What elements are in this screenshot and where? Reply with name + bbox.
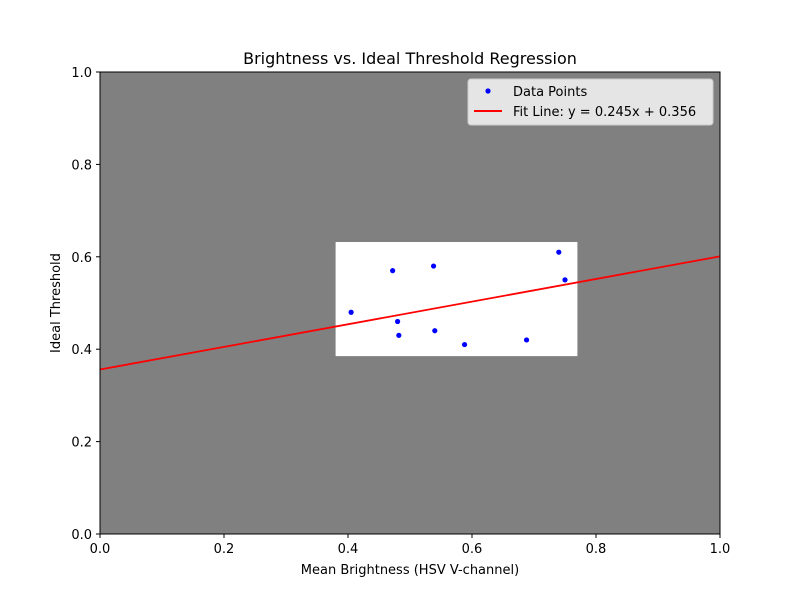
y-tick-label: 0.4 <box>71 343 92 358</box>
data-point <box>348 309 354 315</box>
x-tick-label: 1.0 <box>710 542 731 557</box>
highlight-region <box>335 242 578 357</box>
data-point <box>395 318 401 325</box>
fit-line <box>99 255 721 371</box>
y-tick-label: 0.2 <box>71 436 92 451</box>
y-tick-label: 0.0 <box>71 528 92 543</box>
data-point <box>432 328 438 334</box>
y-axis-label: Ideal Threshold <box>49 253 64 353</box>
y-tick-label: 1.0 <box>71 66 92 81</box>
plot-frame <box>99 71 721 535</box>
data-point <box>562 277 568 283</box>
x-tick-label: 0.0 <box>90 542 111 557</box>
legend-label-data-points: Data Points <box>513 85 587 100</box>
x-tick-label: 0.8 <box>586 542 607 557</box>
data-point <box>556 249 562 255</box>
legend-label-fit-line: Fit Line: y = 0.245x + 0.356 <box>513 105 696 120</box>
x-tick-label: 0.4 <box>338 542 359 557</box>
legend-box <box>467 78 714 126</box>
chart-title: Brightness vs. Ideal Threshold Regressio… <box>243 49 577 68</box>
plot-area <box>99 71 721 535</box>
x-tick-label: 0.6 <box>462 542 483 557</box>
legend: Data Points Fit Line: y = 0.245x + 0.356 <box>467 78 714 126</box>
data-point <box>396 332 402 338</box>
y-tick-label: 0.6 <box>71 251 92 266</box>
data-point <box>523 337 530 343</box>
y-axis: 0.0 0.2 0.4 0.6 0.8 1.0 <box>71 66 100 543</box>
data-point <box>430 263 437 269</box>
x-axis: 0.0 0.2 0.4 0.6 0.8 1.0 <box>90 534 731 557</box>
data-point <box>461 341 468 348</box>
x-tick-label: 0.2 <box>214 542 235 557</box>
x-axis-label: Mean Brightness (HSV V-channel) <box>301 563 519 578</box>
legend-marker-data-points <box>485 88 491 94</box>
data-point <box>390 268 396 274</box>
y-tick-label: 0.8 <box>71 158 92 173</box>
